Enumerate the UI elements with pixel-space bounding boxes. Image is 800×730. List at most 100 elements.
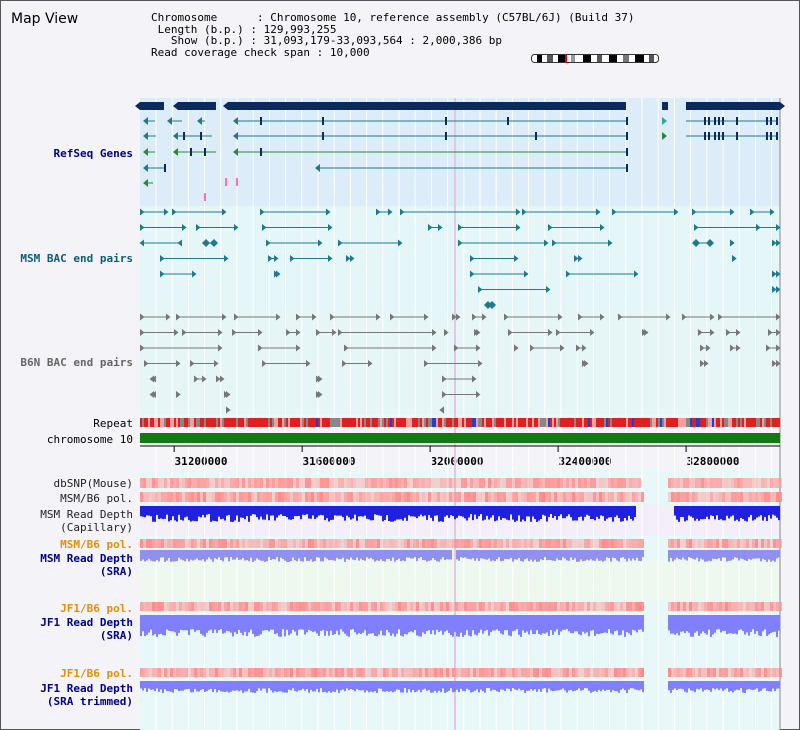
msm-capillary-depth-bar xyxy=(230,506,232,522)
chromosome-ideogram[interactable] xyxy=(531,54,659,63)
msm-sra-depth-bar xyxy=(266,550,268,562)
repeat-feature xyxy=(256,418,258,427)
msm-b6-pol-sra-heat-cell xyxy=(482,539,485,548)
dbsnp-heat-cell xyxy=(716,478,719,488)
msm-capillary-depth-bar xyxy=(324,506,326,521)
msm-sra-depth-bar xyxy=(496,550,498,560)
dbsnp-heat-cell xyxy=(428,478,431,488)
dbsnp-heat-cell xyxy=(545,478,548,488)
msm-b6-pol-sra-heat-cell xyxy=(428,539,431,548)
msm-sra-depth-bar xyxy=(400,550,402,562)
repeat-feature xyxy=(226,418,228,427)
repeat-feature xyxy=(198,418,200,427)
msm-sra-depth-bar xyxy=(710,550,712,562)
jf1-b6-pol-heat-cell xyxy=(416,602,419,611)
jf1-b6-pol-heat-cell xyxy=(479,602,482,611)
jf1-trimmed-depth-bar xyxy=(470,681,472,693)
msm-b6-pol-heat-cell xyxy=(413,492,416,502)
msm-sra-depth-bar xyxy=(672,550,674,562)
msm-capillary-depth-bar xyxy=(436,506,438,516)
msm-capillary-depth-bar xyxy=(494,506,496,522)
msm-capillary-depth-bar xyxy=(548,506,550,517)
b6n-bac-pair-end xyxy=(194,375,199,383)
jf1-b6-pol-2-heat-cell xyxy=(464,668,467,677)
msm-b6-pol-sra-heat-cell xyxy=(245,539,248,548)
msm-capillary-depth-bar xyxy=(768,506,770,516)
msm-b6-pol-sra-heat-cell xyxy=(689,539,692,548)
msm-capillary-depth-bar xyxy=(418,506,420,517)
jf1-b6-pol-2-heat-cell xyxy=(689,668,692,677)
msm-capillary-depth-bar xyxy=(700,506,702,520)
track-label-msm-bac: MSM BAC end pairs xyxy=(20,252,133,265)
msm-sra-depth-bar xyxy=(408,550,410,558)
repeat-feature xyxy=(140,418,142,427)
jf1-sra-depth-bar xyxy=(184,615,186,631)
dbsnp-heat-cell xyxy=(755,478,758,488)
msm-sra-depth-bar xyxy=(214,550,216,559)
repeat-feature xyxy=(402,418,404,427)
dbsnp-heat-cell xyxy=(287,478,290,488)
msm-capillary-depth-bar xyxy=(618,506,620,519)
msm-capillary-depth-bar xyxy=(158,506,160,519)
msm-b6-pol-heat-cell xyxy=(371,492,374,502)
repeat-feature xyxy=(372,418,374,427)
jf1-trimmed-depth-bar xyxy=(172,681,174,693)
msm-sra-depth-bar xyxy=(302,550,304,562)
msm-b6-pol-heat-cell xyxy=(617,492,620,502)
track-label-msm-depth-sra-line2: (SRA) xyxy=(99,565,133,578)
jf1-trimmed-depth-bar xyxy=(284,681,286,693)
dbsnp-heat-cell xyxy=(173,478,176,488)
msm-sra-depth-bar xyxy=(630,550,632,561)
msm-capillary-depth-bar xyxy=(386,506,388,516)
msm-b6-pol-heat-cell xyxy=(410,492,413,502)
jf1-b6-pol-2-heat-cell xyxy=(179,668,182,677)
msm-bac-pair-end xyxy=(350,255,355,262)
msm-capillary-depth-bar xyxy=(620,506,622,522)
msm-b6-pol-sra-heat-cell xyxy=(737,539,740,548)
jf1-b6-pol-heat-cell xyxy=(311,602,314,611)
msm-capillary-depth-bar xyxy=(190,506,192,522)
jf1-trimmed-depth-bar xyxy=(308,681,310,693)
jf1-b6-pol-heat-cell xyxy=(539,602,542,611)
msm-sra-depth-bar xyxy=(148,550,150,559)
jf1-sra-depth-bar xyxy=(534,615,536,635)
msm-sra-depth-bar xyxy=(514,550,516,560)
msm-capillary-depth-bar xyxy=(144,506,146,518)
jf1-trimmed-depth-bar xyxy=(370,681,372,692)
msm-b6-pol-sra-heat-cell xyxy=(779,539,782,548)
b6n-bac-pair-end xyxy=(330,313,335,321)
refseq-exon xyxy=(714,132,716,140)
jf1-b6-pol-heat-cell xyxy=(563,602,566,611)
msm-sra-depth-bar xyxy=(370,550,372,558)
repeat-feature xyxy=(332,418,334,427)
b6n-bac-pair-end xyxy=(202,375,207,383)
msm-sra-depth-bar xyxy=(690,550,692,558)
jf1-sra-depth-bar xyxy=(336,615,338,631)
msm-capillary-depth-bar xyxy=(370,506,372,521)
msm-sra-depth-bar xyxy=(616,550,618,561)
msm-sra-depth-bar xyxy=(428,550,430,561)
jf1-trimmed-depth-bar xyxy=(328,681,330,692)
coverage-label: Read coverage check span xyxy=(151,45,310,59)
msm-b6-pol-sra-heat-cell xyxy=(410,539,413,548)
refseq-exon xyxy=(708,117,710,125)
repeat-feature xyxy=(702,418,704,427)
msm-b6-pol-heat-cell xyxy=(473,492,476,502)
msm-bac-pair-end xyxy=(260,208,265,216)
repeat-feature xyxy=(588,418,590,427)
msm-b6-pol-sra-heat-cell xyxy=(485,539,488,548)
msm-sra-depth-bar xyxy=(472,550,474,559)
msm-b6-pol-heat-cell xyxy=(263,492,266,502)
jf1-trimmed-depth-bar xyxy=(222,681,224,692)
repeat-feature xyxy=(672,418,674,427)
dbsnp-heat-cell xyxy=(551,478,554,488)
jf1-b6-pol-2-heat-cell xyxy=(299,668,302,677)
repeat-feature xyxy=(652,418,654,427)
msm-sra-depth-bar xyxy=(386,550,388,559)
msm-capillary-depth-bar xyxy=(748,506,750,518)
msm-b6-pol-sra-heat-cell xyxy=(398,539,401,548)
repeat-feature xyxy=(280,418,282,427)
jf1-trimmed-depth-bar xyxy=(382,681,384,692)
msm-capillary-depth-bar xyxy=(278,506,280,516)
